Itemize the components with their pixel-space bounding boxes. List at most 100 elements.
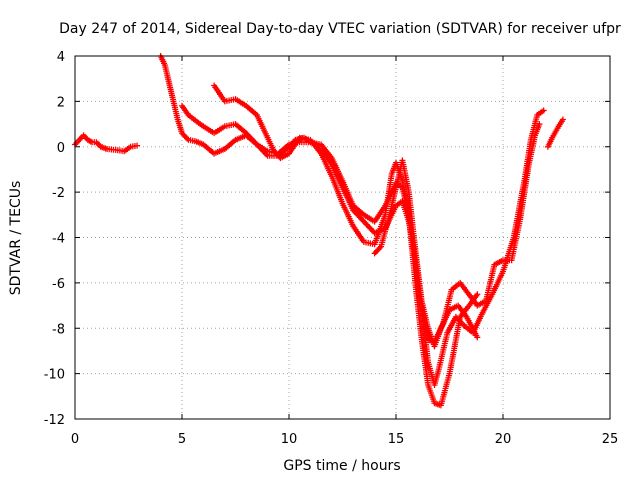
x-tick-label: 25 xyxy=(602,432,619,447)
plot-frame xyxy=(74,55,611,420)
data-point-run xyxy=(425,382,437,405)
data-point-run xyxy=(191,138,205,147)
data-point-run xyxy=(221,138,237,152)
data-point-run xyxy=(463,313,480,339)
data-point-run xyxy=(121,144,132,155)
y-tick-label: -4 xyxy=(52,232,65,247)
y-tick-label: -10 xyxy=(44,368,65,383)
data-point-run xyxy=(382,173,395,218)
data-point-run xyxy=(264,134,277,153)
data-point-run xyxy=(339,177,356,207)
x-axis-label: GPS time / hours xyxy=(283,458,400,474)
data-point-run xyxy=(446,303,460,314)
y-tick-label: 2 xyxy=(57,95,65,110)
data-point-run xyxy=(211,82,227,103)
data-point-run xyxy=(232,121,248,135)
data-point-run xyxy=(89,139,98,146)
data-point xyxy=(559,116,566,123)
series-segment-1 xyxy=(72,132,141,155)
data-point-run xyxy=(386,186,399,218)
data-point-run xyxy=(161,62,172,85)
series-segment-5 xyxy=(371,157,481,350)
data-point-run xyxy=(489,270,506,298)
x-tick-label: 5 xyxy=(178,432,186,447)
data-point-run xyxy=(418,336,431,386)
data-point-run xyxy=(527,114,540,143)
data-point xyxy=(474,334,481,341)
data-point-run xyxy=(393,199,404,209)
data-point-run xyxy=(104,146,119,153)
data-series xyxy=(72,53,566,409)
data-point-run xyxy=(378,213,392,250)
data-point xyxy=(536,121,543,128)
data-point-run xyxy=(532,123,542,139)
data-point-run xyxy=(555,118,565,130)
data-point-run xyxy=(544,136,555,150)
data-point-run xyxy=(211,124,226,137)
data-point-run xyxy=(179,102,191,117)
data-point-run xyxy=(418,298,431,330)
axis-ticks: 0 5 10 15 20 25 -12 -10 -8 -6 -4 -2 0 2 4 xyxy=(44,50,619,447)
data-point-run xyxy=(328,173,345,205)
data-point-run xyxy=(437,308,452,332)
data-point-run xyxy=(455,302,469,319)
data-point-run xyxy=(405,189,418,250)
data-point-run xyxy=(474,298,488,309)
data-point-run xyxy=(185,136,196,144)
x-tick-label: 10 xyxy=(281,432,298,447)
data-point-run xyxy=(170,98,181,121)
y-tick-label: -6 xyxy=(52,277,65,292)
data-point-run xyxy=(371,204,388,225)
data-point-run xyxy=(84,136,94,145)
data-point-run xyxy=(253,141,269,154)
y-axis-label: SDTVAR / TECUs xyxy=(8,181,24,296)
data-point-run xyxy=(467,292,480,307)
y-tick-label: -8 xyxy=(52,322,65,337)
data-point-run xyxy=(435,331,450,373)
data-point-run xyxy=(412,245,425,302)
data-point-run xyxy=(194,118,205,129)
data-point-run xyxy=(232,133,248,143)
data-point-run xyxy=(350,207,366,224)
data-point-run xyxy=(549,125,561,141)
data-point-run xyxy=(185,112,199,124)
x-tick-label: 15 xyxy=(388,432,405,447)
data-point-run xyxy=(491,258,505,268)
data-point-run xyxy=(339,200,356,228)
data-point-run xyxy=(350,202,366,217)
data-point-run xyxy=(200,123,216,135)
y-tick-label: 0 xyxy=(57,141,65,156)
data-point-run xyxy=(508,218,523,264)
data-point-run xyxy=(431,327,444,350)
data-point-run xyxy=(243,102,259,117)
data-point xyxy=(474,291,481,298)
data-point xyxy=(540,107,547,114)
data-point-run xyxy=(179,130,191,142)
data-point-run xyxy=(253,112,270,139)
data-point-run xyxy=(114,147,126,154)
data-point-run xyxy=(200,141,216,156)
data-point-run xyxy=(76,133,86,143)
data-point-run xyxy=(371,244,383,257)
data-point-run xyxy=(350,223,366,244)
data-point-run xyxy=(318,141,334,160)
y-tick-label: -2 xyxy=(52,186,65,201)
data-point xyxy=(134,142,141,149)
series-segment-3 xyxy=(179,102,543,345)
data-point-run xyxy=(517,164,532,223)
data-point-run xyxy=(166,80,176,103)
data-point-run xyxy=(525,134,538,168)
data-point-run xyxy=(243,130,259,147)
data-point-run xyxy=(307,136,323,155)
data-point-run xyxy=(232,96,248,108)
grid xyxy=(75,56,610,419)
x-tick-label: 0 xyxy=(71,432,79,447)
series-segment-4 xyxy=(211,82,481,409)
x-tick-label: 20 xyxy=(495,432,512,447)
data-point-run xyxy=(93,139,103,149)
data-point-run xyxy=(510,179,527,241)
data-point-run xyxy=(412,279,425,341)
data-point-run xyxy=(446,316,463,377)
data-point-run xyxy=(339,184,356,212)
